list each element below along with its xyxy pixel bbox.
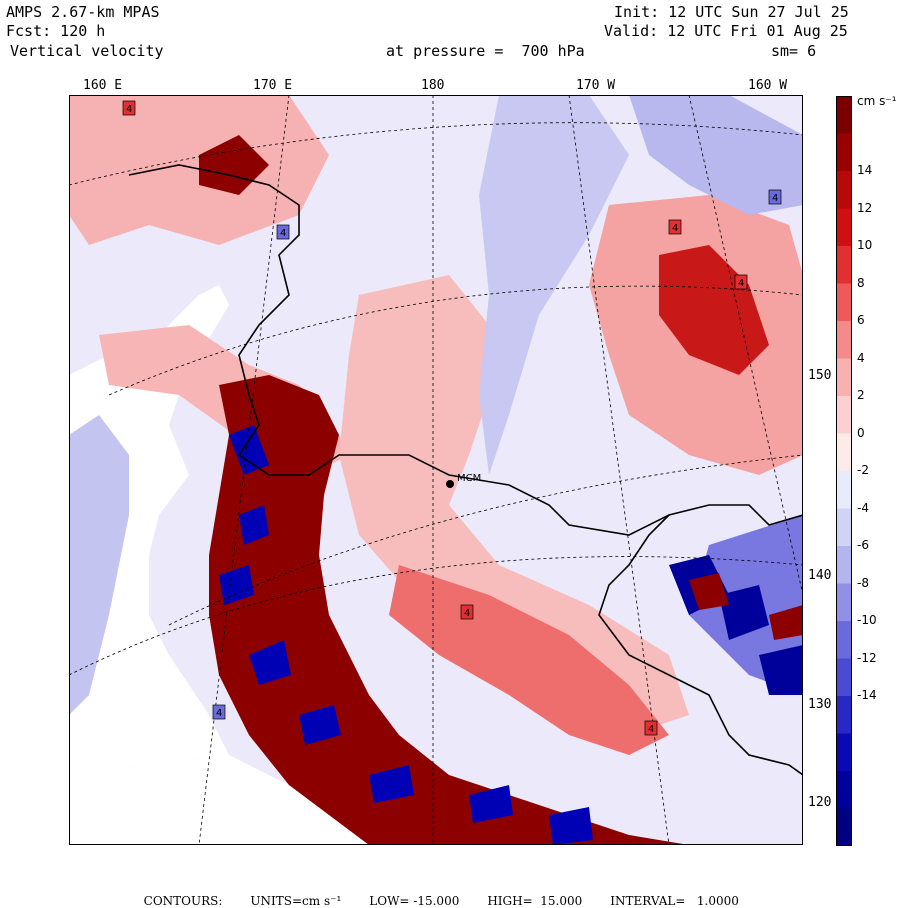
colorbar-tick-label: 8 xyxy=(857,275,865,290)
colorbar-segment xyxy=(836,208,852,247)
sinking-region-center xyxy=(479,95,629,475)
coastline-east xyxy=(598,514,803,776)
downdraft-cells-ridge xyxy=(219,425,593,845)
lon-label-180: 180 xyxy=(421,78,445,93)
field-name: Vertical velocity xyxy=(10,42,164,60)
forecast-hour: Fcst: 120 h xyxy=(6,22,106,40)
masked-terrain-south xyxy=(69,755,409,845)
contour-info: CONTOURS: UNITS=cm s⁻¹ LOW= -15.000 HIGH= 1… xyxy=(136,880,767,908)
colorbar-tick-label: -2 xyxy=(857,463,869,477)
colorbar-segment xyxy=(836,808,852,846)
warm-region-central xyxy=(339,275,689,735)
masked-terrain-west xyxy=(69,285,229,775)
colorbar-segment xyxy=(836,358,852,397)
extrema-marker-3: 4 xyxy=(672,223,678,234)
colorbar-unit: cm s⁻¹ xyxy=(857,94,897,108)
contour-high: HIGH= 15.000 xyxy=(487,894,583,908)
colorbar-segment xyxy=(836,583,852,622)
colorbar-segment xyxy=(836,433,852,472)
colorbar-segment xyxy=(836,508,852,547)
colorbar-tick-label: -10 xyxy=(857,613,877,627)
smoothing: sm= 6 xyxy=(771,42,817,60)
extrema-marker-7: 4 xyxy=(216,708,222,719)
extrema-marker-4: 4 xyxy=(738,278,744,289)
extrema-marker-6: 4 xyxy=(648,724,654,735)
contour-low: LOW= -15.000 xyxy=(369,894,460,908)
colorbar-segment xyxy=(836,321,852,359)
colorbar-segment xyxy=(836,771,852,809)
pressure-level: at pressure = 700 hPa xyxy=(386,42,585,60)
colorbar-segment xyxy=(836,471,852,509)
colorbar-segment xyxy=(836,396,852,434)
colorbar-segment xyxy=(836,283,852,322)
colorbar-segment xyxy=(836,133,852,172)
station-marker-mcm xyxy=(446,480,454,488)
lon-label-160w: 160 W xyxy=(748,78,788,93)
colorbar-tick-label: -6 xyxy=(857,538,869,552)
graticule xyxy=(69,95,803,845)
colorbar-tick-label: -14 xyxy=(857,688,877,702)
colorbar-tick-label: 10 xyxy=(857,238,873,252)
extrema-marker-1: 4 xyxy=(126,104,132,115)
colorbar-tick-label: 0 xyxy=(857,425,865,440)
colorbar-tick-label: 14 xyxy=(857,163,873,177)
colorbar-tick-label: -4 xyxy=(857,500,869,515)
lon-label-170w: 170 W xyxy=(576,78,616,93)
extrema-marker-8: 4 xyxy=(772,193,778,204)
colorbar-segment xyxy=(836,96,852,134)
warm-band-ridge xyxy=(389,565,669,755)
colorbar-segment xyxy=(836,621,852,659)
contour-interval: INTERVAL= 1.0000 xyxy=(610,894,739,908)
init-time: Init: 12 UTC Sun 27 Jul 25 xyxy=(614,3,849,21)
model-title: AMPS 2.67-km MPAS xyxy=(6,3,160,21)
colorbar-segment xyxy=(836,546,852,584)
updraft-cells-east xyxy=(689,573,803,640)
extrema-markers: 4 4 4 4 4 4 4 4 xyxy=(122,100,782,736)
lon-label-170e: 170 E xyxy=(253,78,293,93)
sinking-region-west xyxy=(69,415,129,715)
colorbar-tick-label: -8 xyxy=(857,575,869,590)
lon-label-160e: 160 E xyxy=(83,78,123,93)
vertical-velocity-map: MCM 4 4 4 4 4 4 4 4 xyxy=(69,95,803,845)
extrema-marker-5: 4 xyxy=(464,608,470,619)
contour-label: CONTOURS: xyxy=(143,894,223,908)
colorbar-tick-label: 6 xyxy=(857,313,865,327)
colorbar xyxy=(836,96,852,846)
map-frame xyxy=(69,95,803,845)
contour-units: UNITS=cm s⁻¹ xyxy=(250,894,342,908)
extrema-marker-2: 4 xyxy=(280,228,286,239)
station-label-mcm: MCM xyxy=(457,473,481,484)
colorbar-segment xyxy=(836,696,852,734)
colorbar-tick-label: -12 xyxy=(857,650,877,665)
colorbar-segment xyxy=(836,246,852,284)
coastline-main xyxy=(128,164,803,536)
colorbar-segment xyxy=(836,733,852,772)
colorbar-tick-label: 2 xyxy=(857,388,865,402)
colorbar-segment xyxy=(836,658,852,697)
valid-time: Valid: 12 UTC Fri 01 Aug 25 xyxy=(604,22,848,40)
colorbar-segment xyxy=(836,171,852,209)
coastline xyxy=(128,164,803,776)
colorbar-tick-label: 4 xyxy=(857,350,865,365)
colorbar-frame xyxy=(836,96,852,846)
colorbar-tick-label: 12 xyxy=(857,200,873,215)
